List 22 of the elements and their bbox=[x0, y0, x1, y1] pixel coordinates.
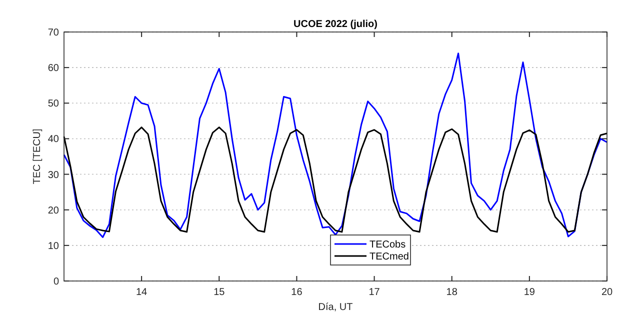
y-tick-label: 0 bbox=[53, 276, 60, 288]
x-axis-title: Día, UT bbox=[318, 302, 353, 313]
x-tick-label: 17 bbox=[368, 287, 380, 298]
chart-title: UCOE 2022 (julio) bbox=[294, 19, 378, 30]
legend-label: TECmed bbox=[370, 252, 409, 262]
y-tick-label: 60 bbox=[48, 63, 60, 74]
y-tick-label: 70 bbox=[48, 28, 60, 38]
x-tick-label: 19 bbox=[524, 287, 536, 298]
x-tick-label: 16 bbox=[291, 287, 303, 298]
y-tick-label: 40 bbox=[48, 134, 60, 146]
line-series bbox=[63, 126, 608, 233]
y-tick-label: 20 bbox=[48, 205, 60, 216]
legend-label: TECobs bbox=[370, 240, 406, 250]
y-tick-label: 30 bbox=[48, 170, 60, 181]
x-tick-label: 15 bbox=[214, 287, 226, 298]
x-tick-label: 20 bbox=[601, 287, 613, 298]
line-series bbox=[63, 52, 608, 238]
x-tick-label: 18 bbox=[446, 287, 458, 298]
y-tick-label: 10 bbox=[48, 240, 60, 252]
y-axis-title: TEC [TECU] bbox=[32, 128, 43, 184]
y-tick-label: 50 bbox=[48, 98, 60, 110]
x-tick-label: 14 bbox=[136, 287, 148, 298]
